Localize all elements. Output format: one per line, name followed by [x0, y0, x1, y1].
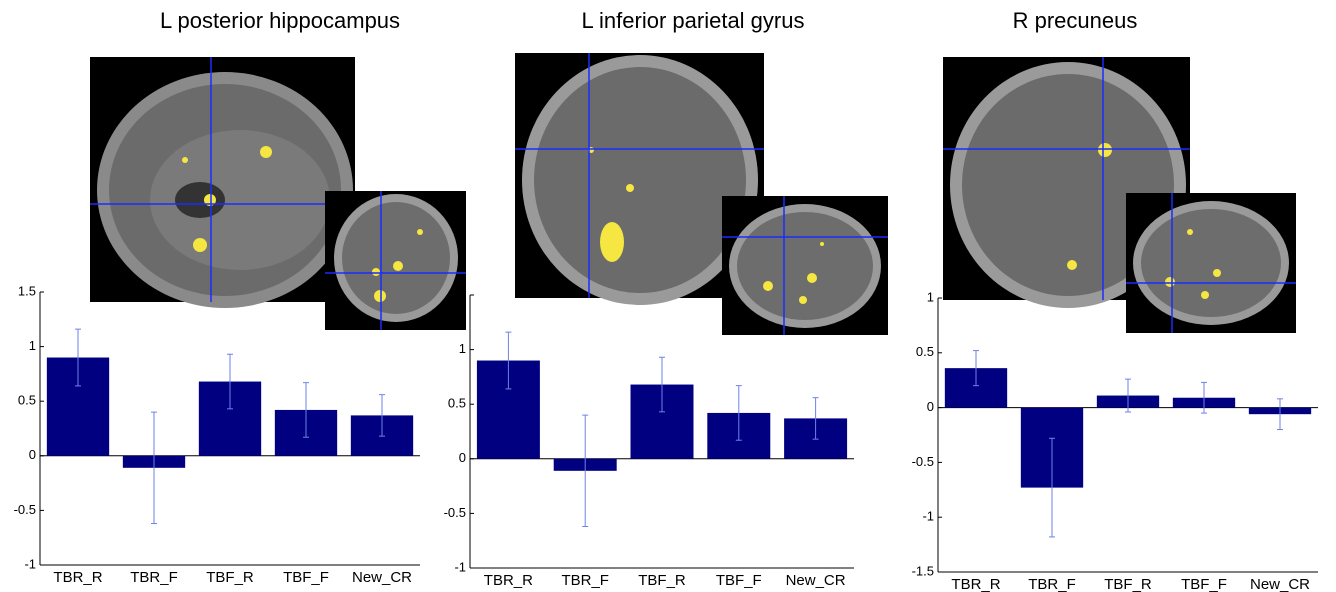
figure: L posterior hippocampus -1 -0.5 0 0.5 1 1.5 TBR…	[0, 0, 1336, 592]
x-tick-label: TBF_R	[638, 572, 686, 589]
chart-title: L inferior parietal gyrus	[582, 8, 805, 33]
brain-image	[325, 191, 466, 330]
brain-image	[1126, 193, 1296, 333]
x-tick-label: TBR_F	[1028, 576, 1076, 592]
x-tick-label: TBR_F	[561, 572, 609, 589]
y-tick-label: 1	[927, 289, 934, 304]
y-tick-label: -0.5	[14, 502, 36, 517]
y-tick-label: -1	[922, 509, 934, 524]
brain-images	[90, 53, 1296, 335]
brain-image	[90, 57, 355, 308]
y-tick-label: -0.5	[444, 505, 466, 520]
x-tick-label: TBR_R	[484, 572, 533, 589]
y-tick-label: 0.5	[448, 396, 466, 411]
x-tick-label: TBR_F	[130, 569, 178, 586]
y-tick-label: 1	[459, 341, 466, 356]
y-tick-label: 1.5	[18, 283, 36, 298]
x-tick-label: TBF_F	[283, 569, 329, 586]
y-tick-label: 0	[29, 447, 36, 462]
x-tick-label: TBF_F	[1181, 576, 1227, 592]
y-tick-label: 0	[927, 399, 934, 414]
y-tick-label: -1	[24, 556, 36, 571]
chart-title: L posterior hippocampus	[160, 8, 400, 33]
brain-image	[722, 196, 888, 335]
y-tick-label: 0.5	[916, 344, 934, 359]
x-tick-label: TBR_R	[951, 576, 1000, 592]
x-tick-label: TBF_F	[716, 572, 762, 589]
y-tick-label: -1.5	[912, 563, 934, 578]
y-tick-label: -1	[454, 559, 466, 574]
x-tick-label: New_CR	[786, 572, 846, 589]
y-tick-label: 0	[459, 450, 466, 465]
x-tick-label: TBF_R	[206, 569, 254, 586]
x-tick-label: TBR_R	[53, 569, 102, 586]
y-tick-label: 1	[29, 338, 36, 353]
y-tick-label: -0.5	[912, 454, 934, 469]
x-tick-label: New_CR	[352, 569, 412, 586]
x-tick-label: TBF_R	[1104, 576, 1152, 592]
chart-title: R precuneus	[1013, 8, 1138, 33]
x-tick-label: New_CR	[1250, 576, 1310, 592]
y-tick-label: 0.5	[18, 393, 36, 408]
